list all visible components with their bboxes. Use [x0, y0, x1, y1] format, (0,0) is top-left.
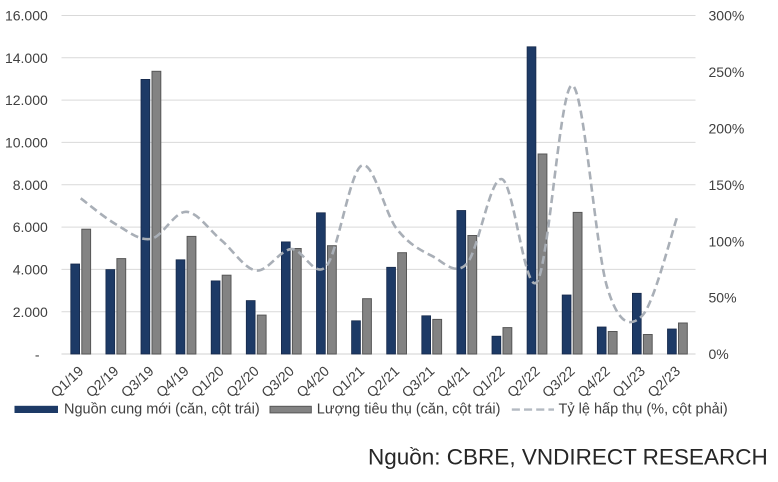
- svg-text:50%: 50%: [709, 290, 737, 306]
- svg-text:2.000: 2.000: [13, 304, 48, 320]
- svg-text:Nguồn cung mới (căn, cột trái): Nguồn cung mới (căn, cột trái): [64, 402, 260, 418]
- svg-text:4.000: 4.000: [13, 262, 48, 278]
- svg-text:0%: 0%: [709, 346, 729, 362]
- svg-text:100%: 100%: [709, 233, 745, 249]
- svg-text:10.000: 10.000: [5, 135, 48, 151]
- svg-text:16.000: 16.000: [5, 8, 48, 24]
- svg-text:12.000: 12.000: [5, 92, 48, 108]
- svg-text:Tỷ lệ hấp thụ (%, cột phải): Tỷ lệ hấp thụ (%, cột phải): [559, 402, 728, 418]
- svg-text:150%: 150%: [709, 177, 745, 193]
- svg-text:250%: 250%: [709, 64, 745, 80]
- svg-text:Lượng tiêu thụ (căn, cột trái): Lượng tiêu thụ (căn, cột trái): [317, 402, 501, 418]
- svg-text:Nguồn: CBRE, VNDIRECT RESEARCH: Nguồn: CBRE, VNDIRECT RESEARCH: [368, 445, 768, 470]
- svg-text:-: -: [35, 347, 40, 363]
- svg-text:200%: 200%: [709, 120, 745, 136]
- svg-text:14.000: 14.000: [5, 50, 48, 66]
- svg-text:6.000: 6.000: [13, 219, 48, 235]
- svg-text:8.000: 8.000: [13, 177, 48, 193]
- svg-text:300%: 300%: [709, 8, 745, 24]
